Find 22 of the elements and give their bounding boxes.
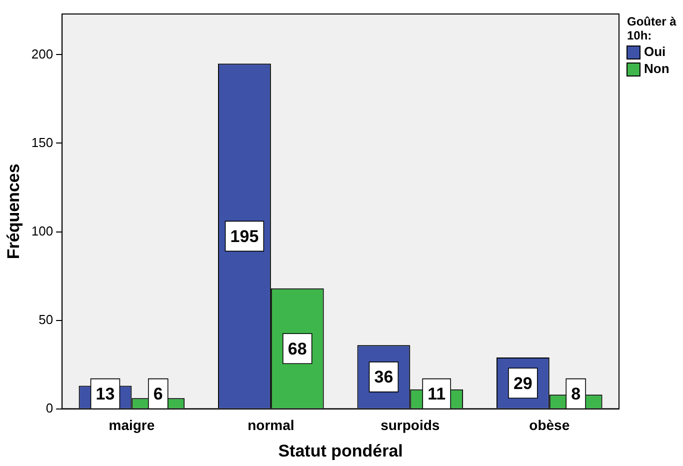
y-tick-label: 0 <box>46 400 54 416</box>
y-tick-label: 150 <box>31 134 54 150</box>
legend-label: Non <box>644 61 670 76</box>
x-tick-label: maigre <box>108 417 155 434</box>
y-tick-label: 200 <box>31 46 54 62</box>
data-label: 13 <box>96 384 115 404</box>
x-tick-label: obèse <box>529 417 570 434</box>
y-tick-label: 100 <box>31 223 54 238</box>
data-label: 68 <box>288 339 307 358</box>
y-tick-label: 50 <box>38 312 54 327</box>
data-label: 6 <box>153 384 163 404</box>
x-tick-label: normal <box>248 417 294 434</box>
data-label: 195 <box>230 226 259 246</box>
legend-label: Oui <box>644 44 666 60</box>
legend-title: Goûter à 10h: <box>627 14 677 42</box>
data-label: 8 <box>571 384 581 404</box>
y-axis-title: Fréquences <box>4 164 23 260</box>
x-axis-title: Statut pondéral <box>278 441 403 460</box>
data-label: 36 <box>374 368 394 387</box>
data-label: 29 <box>513 374 532 393</box>
x-tick-label: surpoids <box>380 417 440 434</box>
data-label: 11 <box>428 384 446 404</box>
